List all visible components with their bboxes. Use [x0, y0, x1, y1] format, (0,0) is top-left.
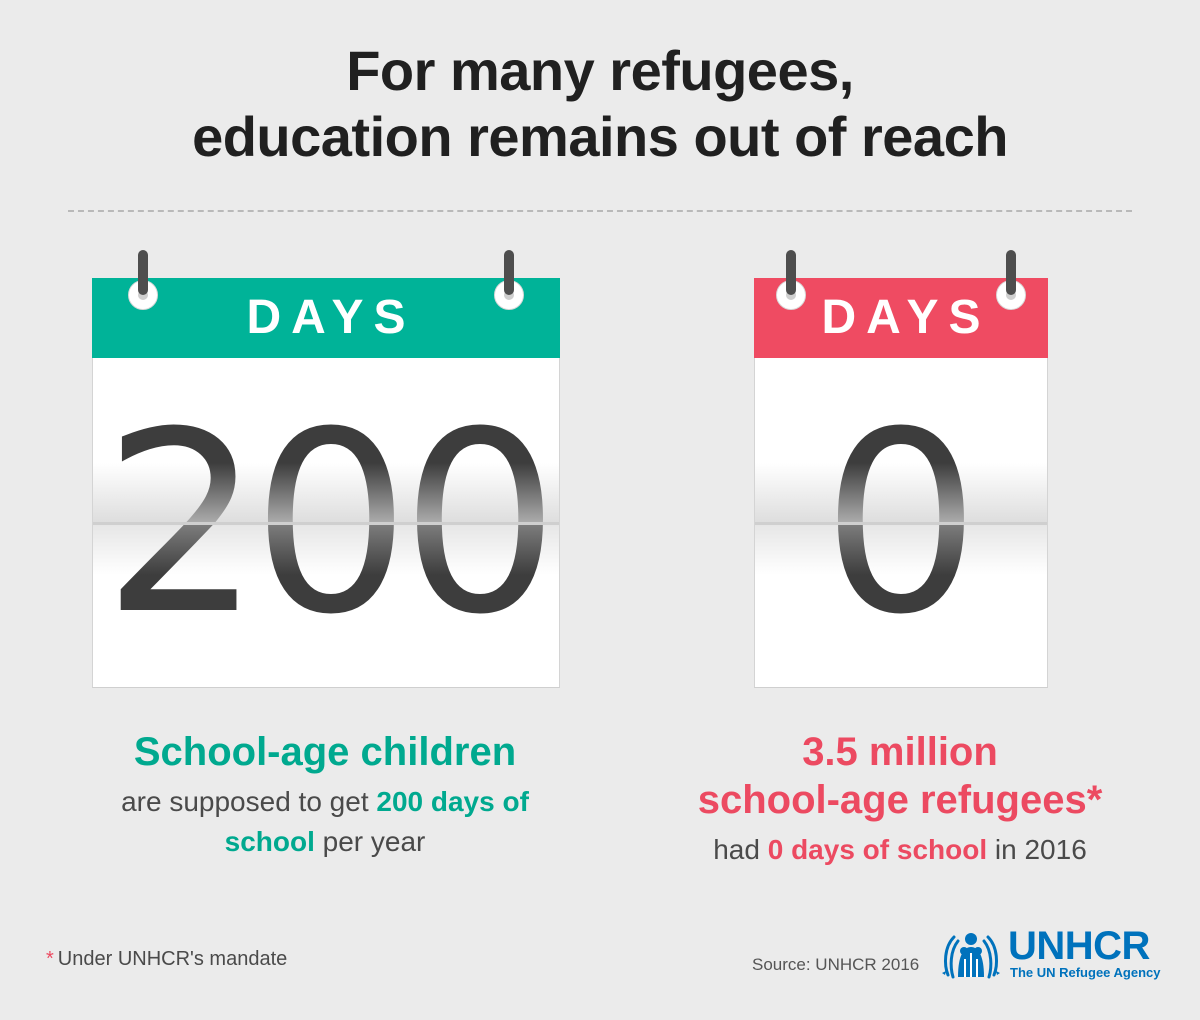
footnote: * Under UNHCR's mandate: [46, 948, 287, 971]
footnote-marker: *: [46, 948, 54, 970]
calendar-ring-icon: [494, 250, 524, 310]
fold-shade: [755, 463, 1047, 523]
page-title: For many refugees, education remains out…: [0, 38, 1200, 170]
right-caption-text-before: had: [713, 834, 768, 865]
title-line-2: education remains out of reach: [192, 105, 1008, 168]
right-caption-heading-2: school-age refugees*: [697, 778, 1103, 822]
calendar-ring-icon: [996, 250, 1026, 310]
calendar-ring-icon: [128, 250, 158, 310]
fold-shade-lower: [93, 525, 559, 575]
unhcr-emblem-icon: [942, 933, 1000, 979]
right-caption-highlight: 0 days of school: [767, 834, 988, 865]
unhcr-tagline: The UN Refugee Agency: [1010, 965, 1161, 980]
calendar-0-days: DAYS 0: [754, 250, 1048, 690]
calendar-header: DAYS: [92, 278, 560, 358]
footnote-text: Under UNHCR's mandate: [57, 948, 288, 970]
fold-shade: [93, 463, 559, 523]
unhcr-wordmark: UNHCR: [1008, 924, 1150, 968]
source-text: Source: UNHCR 2016: [752, 955, 920, 974]
right-caption-heading-1: 3.5 million: [802, 730, 998, 774]
calendar-200-days: DAYS 200: [92, 250, 560, 690]
dashed-divider: [68, 210, 1132, 212]
left-caption-text-before: are supposed to get: [121, 786, 377, 817]
fold-line: [755, 522, 1047, 525]
right-caption-text-after: in 2016: [987, 834, 1087, 865]
right-caption-text: had 0 days of school in 2016: [640, 830, 1160, 870]
fold-shade-lower: [755, 525, 1047, 575]
left-caption-text-after: per year: [314, 826, 426, 857]
right-caption: 3.5 million school-age refugees* had 0 d…: [640, 728, 1160, 870]
unhcr-logo: UNHCR The UN Refugee Agency: [940, 924, 1161, 985]
calendar-page: 0: [754, 358, 1048, 688]
left-caption-heading: School-age children: [133, 730, 517, 774]
left-caption-text: are supposed to get 200 days of school p…: [80, 782, 570, 862]
calendar-page: 200: [92, 358, 560, 688]
calendar-header-label: DAYS: [246, 291, 416, 344]
left-caption-highlight: 200 days of school: [224, 786, 529, 857]
calendar-ring-icon: [776, 250, 806, 310]
left-caption: School-age children are supposed to get …: [80, 728, 570, 862]
title-line-1: For many refugees,: [346, 39, 854, 102]
calendar-header-label: DAYS: [821, 291, 991, 344]
fold-line: [93, 522, 559, 525]
